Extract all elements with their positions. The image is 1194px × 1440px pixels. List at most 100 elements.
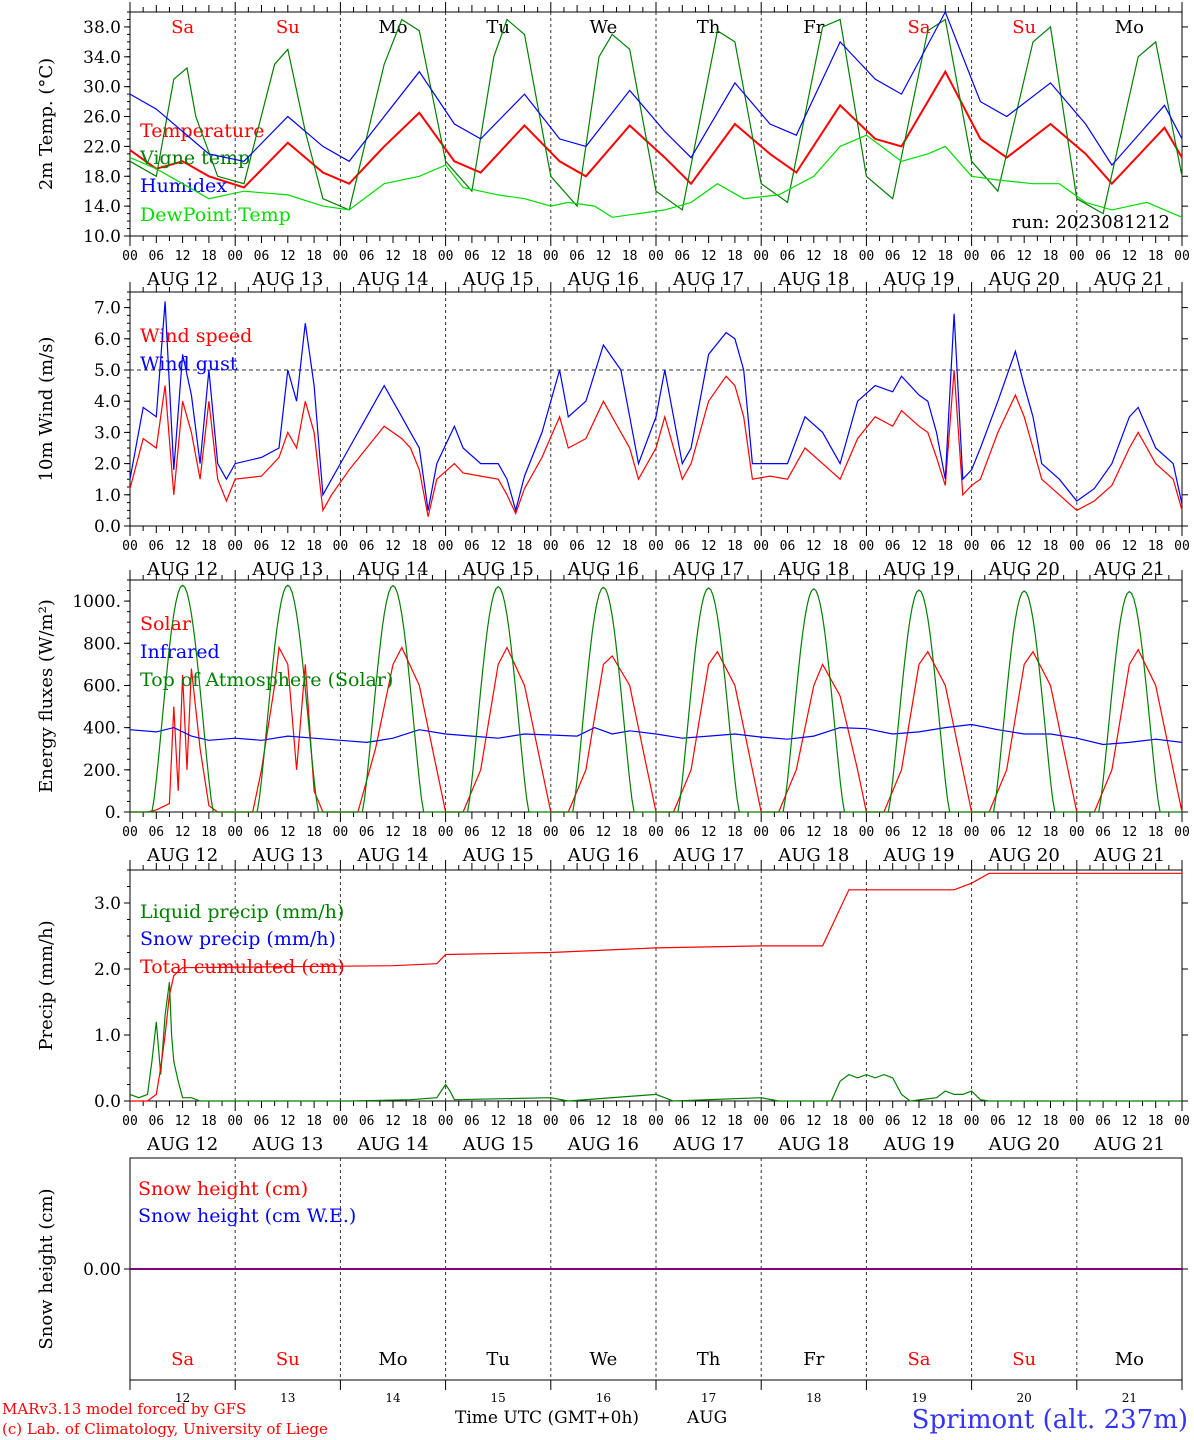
day-name: Sa bbox=[907, 17, 930, 38]
date-label: AUG 16 bbox=[567, 845, 639, 866]
hour-label: 00 bbox=[753, 825, 769, 840]
hour-label: 18 bbox=[832, 249, 848, 264]
hour-label: 00 bbox=[122, 1114, 138, 1129]
day-name: Tu bbox=[486, 17, 510, 38]
date-label: AUG 13 bbox=[251, 269, 323, 290]
legend-entry: Total cumulated (cm) bbox=[140, 956, 345, 978]
y-tick-label: 0. bbox=[105, 803, 121, 823]
hour-label: 06 bbox=[674, 1114, 690, 1129]
hour-label: 00 bbox=[543, 539, 559, 554]
plot-frame bbox=[129, 11, 1183, 237]
y-tick-label: 2.0 bbox=[94, 455, 121, 475]
date-label: AUG 21 bbox=[1093, 269, 1165, 290]
y-axis-title: Precip (mm/h) bbox=[36, 920, 57, 1050]
hour-label: 06 bbox=[359, 249, 375, 264]
day-name: Mo bbox=[378, 1349, 407, 1370]
hour-label: 12 bbox=[280, 825, 296, 840]
day-name: Su bbox=[1012, 17, 1036, 38]
hour-label: 06 bbox=[990, 1114, 1006, 1129]
hour-label: 06 bbox=[569, 825, 585, 840]
day-name: Fr bbox=[803, 1349, 824, 1370]
hour-label: 18 bbox=[937, 825, 953, 840]
hour-label: 06 bbox=[254, 249, 270, 264]
hour-label: 12 bbox=[175, 1114, 191, 1129]
legend-entry: DewPoint Temp bbox=[140, 204, 291, 226]
hour-label: 00 bbox=[1174, 825, 1190, 840]
month-label: AUG bbox=[686, 1408, 727, 1428]
hour-label: 18 bbox=[517, 825, 533, 840]
hour-label: 18 bbox=[411, 539, 427, 554]
hour-label: 06 bbox=[464, 539, 480, 554]
hour-label: 00 bbox=[648, 249, 664, 264]
day-number: 13 bbox=[280, 1391, 295, 1405]
day-number: 18 bbox=[806, 1391, 821, 1405]
hour-label: 06 bbox=[569, 249, 585, 264]
hour-label: 18 bbox=[1148, 1114, 1164, 1129]
day-name: Sa bbox=[907, 1349, 930, 1370]
hour-label: 00 bbox=[648, 539, 664, 554]
y-tick-label: 18.0 bbox=[83, 167, 121, 187]
hour-label: 06 bbox=[990, 249, 1006, 264]
hour-label: 00 bbox=[543, 1114, 559, 1129]
day-number: 21 bbox=[1122, 1391, 1137, 1405]
hour-label: 18 bbox=[201, 539, 217, 554]
hour-label: 12 bbox=[385, 539, 401, 554]
hour-label: 06 bbox=[464, 825, 480, 840]
date-label: AUG 18 bbox=[777, 845, 849, 866]
hour-label: 18 bbox=[1043, 539, 1059, 554]
hour-label: 18 bbox=[517, 249, 533, 264]
hour-label: 18 bbox=[411, 249, 427, 264]
hour-label: 18 bbox=[937, 1114, 953, 1129]
hour-label: 00 bbox=[543, 249, 559, 264]
legend-entry: Infrared bbox=[140, 641, 220, 663]
hour-label: 06 bbox=[780, 539, 796, 554]
hour-label: 06 bbox=[885, 825, 901, 840]
hour-label: 06 bbox=[464, 249, 480, 264]
hour-label: 18 bbox=[201, 825, 217, 840]
y-tick-label: 7.0 bbox=[94, 299, 121, 319]
hour-label: 12 bbox=[1122, 249, 1138, 264]
date-label: AUG 20 bbox=[988, 269, 1060, 290]
hour-label: 12 bbox=[806, 825, 822, 840]
hour-label: 00 bbox=[1069, 249, 1085, 264]
date-label: AUG 21 bbox=[1093, 1134, 1165, 1155]
series-line-green bbox=[129, 18, 1183, 215]
series-line-green bbox=[129, 982, 1182, 1102]
y-tick-label: 4.0 bbox=[94, 392, 121, 412]
hour-label: 06 bbox=[990, 539, 1006, 554]
hour-label: 06 bbox=[674, 825, 690, 840]
hour-label: 00 bbox=[438, 825, 454, 840]
hour-label: 00 bbox=[543, 825, 559, 840]
hour-label: 18 bbox=[727, 1114, 743, 1129]
y-tick-label: 800. bbox=[83, 634, 121, 654]
day-name: Tu bbox=[486, 1349, 510, 1370]
hour-label: 00 bbox=[122, 825, 138, 840]
hour-label: 06 bbox=[254, 539, 270, 554]
chart-panel-2: 00 06 12 18 AUG 12 00 06 12 18 AUG 13 00 06 12 18 AUG … bbox=[36, 282, 1190, 580]
hour-label: 18 bbox=[622, 249, 638, 264]
hour-label: 06 bbox=[990, 825, 1006, 840]
hour-label: 12 bbox=[490, 825, 506, 840]
hour-label: 12 bbox=[596, 1114, 612, 1129]
hour-label: 06 bbox=[780, 1114, 796, 1129]
y-tick-label: 1.0 bbox=[94, 486, 121, 506]
hour-label: 18 bbox=[1148, 825, 1164, 840]
hour-label: 18 bbox=[1148, 539, 1164, 554]
hour-label: 06 bbox=[148, 825, 164, 840]
hour-label: 06 bbox=[359, 539, 375, 554]
day-name: Sa bbox=[171, 1349, 194, 1370]
hour-label: 18 bbox=[306, 249, 322, 264]
day-name: We bbox=[590, 1349, 618, 1370]
series-line-lightgreen bbox=[129, 134, 1183, 218]
y-tick-label: 1000. bbox=[72, 592, 121, 612]
hour-label: 00 bbox=[964, 539, 980, 554]
hour-label: 18 bbox=[1148, 249, 1164, 264]
run-label: run: 2023081212 bbox=[1012, 212, 1170, 233]
date-label: AUG 15 bbox=[462, 845, 534, 866]
hour-label: 06 bbox=[1095, 825, 1111, 840]
day-name: Su bbox=[276, 1349, 300, 1370]
hour-label: 18 bbox=[1043, 1114, 1059, 1129]
series-line-red bbox=[130, 872, 1182, 1102]
hour-label: 00 bbox=[1069, 825, 1085, 840]
y-axis-title: 10m Wind (m/s) bbox=[36, 337, 57, 482]
